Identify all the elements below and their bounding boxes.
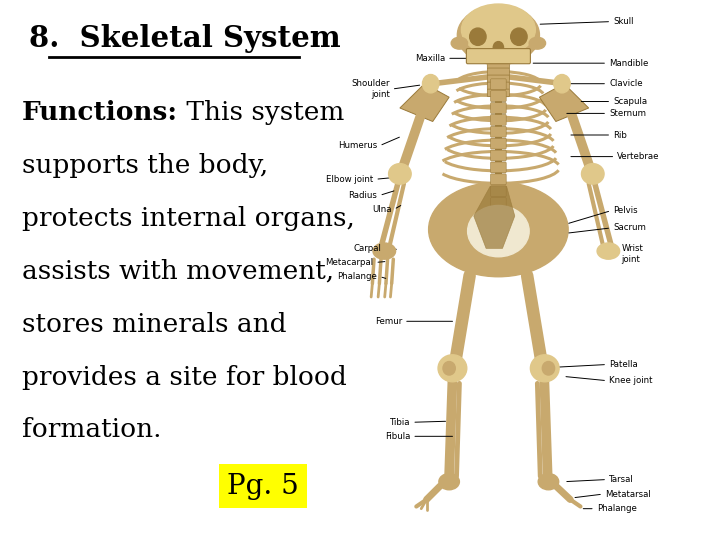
Ellipse shape [462,4,536,56]
Ellipse shape [597,243,620,259]
Text: Rib: Rib [613,131,627,139]
Ellipse shape [554,75,570,93]
Text: Functions:: Functions: [22,100,178,125]
Text: Femur: Femur [374,317,402,326]
Text: Mandible: Mandible [609,59,649,68]
Text: Patella: Patella [609,360,638,369]
FancyBboxPatch shape [487,75,510,83]
Ellipse shape [510,28,527,45]
Text: Ulna: Ulna [372,205,392,214]
Ellipse shape [493,42,503,53]
Ellipse shape [428,183,568,276]
FancyBboxPatch shape [490,174,506,185]
FancyBboxPatch shape [490,126,506,137]
Ellipse shape [389,164,411,184]
Polygon shape [474,186,515,248]
Ellipse shape [531,355,559,382]
Text: Sternum: Sternum [609,109,646,118]
Text: Humerus: Humerus [338,141,377,150]
FancyBboxPatch shape [490,114,506,125]
Polygon shape [400,84,449,122]
Text: Carpal: Carpal [354,244,382,253]
FancyBboxPatch shape [490,233,506,244]
Ellipse shape [582,164,604,184]
FancyBboxPatch shape [490,79,506,90]
Ellipse shape [467,206,529,256]
Ellipse shape [443,362,455,375]
Text: Radius: Radius [348,191,377,200]
Text: assists with movement,: assists with movement, [22,259,334,284]
Ellipse shape [451,37,467,49]
Ellipse shape [542,362,554,375]
Text: formation.: formation. [22,417,161,442]
FancyBboxPatch shape [490,138,506,149]
FancyBboxPatch shape [487,89,510,97]
Text: Metacarpal: Metacarpal [325,258,373,267]
FancyBboxPatch shape [487,82,510,90]
Ellipse shape [438,355,467,382]
Text: Vertebrae: Vertebrae [618,152,660,161]
Ellipse shape [469,28,486,45]
Text: Scapula: Scapula [613,97,647,106]
Ellipse shape [439,474,459,490]
Text: Fibula: Fibula [384,432,410,441]
Text: Phalange: Phalange [338,272,377,281]
Text: Clavicle: Clavicle [609,79,643,88]
Text: Elbow joint: Elbow joint [326,175,373,184]
Text: Maxilla: Maxilla [415,54,445,63]
Text: Pg. 5: Pg. 5 [227,472,299,500]
FancyBboxPatch shape [467,49,531,64]
Ellipse shape [373,243,395,259]
Text: Skull: Skull [613,17,634,26]
FancyBboxPatch shape [490,162,506,173]
Text: Wrist
joint: Wrist joint [621,244,644,264]
Ellipse shape [423,75,439,93]
FancyBboxPatch shape [487,61,510,69]
FancyBboxPatch shape [490,210,506,220]
Text: Tibia: Tibia [390,418,410,427]
FancyBboxPatch shape [490,103,506,113]
Text: provides a site for blood: provides a site for blood [22,364,346,389]
Text: Tarsal: Tarsal [609,475,634,484]
Ellipse shape [538,474,559,490]
Ellipse shape [457,5,539,65]
FancyBboxPatch shape [490,221,506,232]
Text: Pelvis: Pelvis [613,206,638,215]
Ellipse shape [529,37,546,49]
FancyBboxPatch shape [490,198,506,208]
FancyBboxPatch shape [490,150,506,161]
Text: stores minerals and: stores minerals and [22,312,286,336]
FancyBboxPatch shape [487,68,510,76]
Text: Shoulder
joint: Shoulder joint [351,79,390,99]
Text: Phalange: Phalange [597,504,636,513]
Text: This system: This system [178,100,344,125]
Text: 8.  Skeletal System: 8. Skeletal System [29,24,341,53]
Text: supports the body,: supports the body, [22,153,268,178]
Text: Metatarsal: Metatarsal [605,490,651,498]
Polygon shape [539,84,589,122]
FancyBboxPatch shape [490,186,506,197]
Text: Knee joint: Knee joint [609,376,653,385]
Text: protects internal organs,: protects internal organs, [22,206,354,231]
Text: Sacrum: Sacrum [613,224,646,232]
FancyBboxPatch shape [490,91,506,102]
